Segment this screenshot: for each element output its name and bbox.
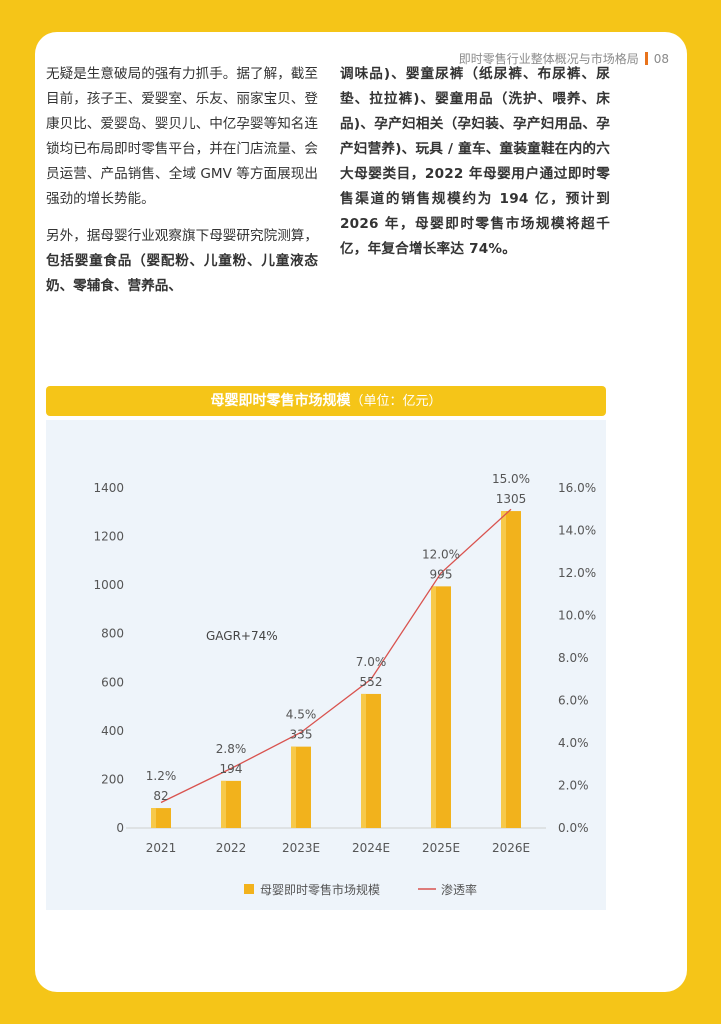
- bar-highlight: [431, 586, 436, 828]
- rate-value-label: 1.2%: [146, 769, 177, 783]
- legend-bar-swatch: [244, 884, 254, 894]
- rate-value-label: 15.0%: [492, 472, 530, 486]
- paragraph: 另外，据母婴行业观察旗下母婴研究院测算， 包括婴童食品（婴配粉、儿童粉、儿童液态奶…: [46, 224, 318, 299]
- chart-title-bar: 母婴即时零售市场规模（单位：亿元）: [46, 386, 606, 416]
- paragraph-part: 另外，据母婴行业观察旗下母婴研究院测算，: [46, 228, 318, 244]
- y-left-tick-label: 1000: [93, 578, 124, 592]
- text-column-left: 无疑是生意破局的强有力抓手。据了解，截至目前，孩子王、爱婴室、乐友、丽家宝贝、登…: [46, 62, 318, 311]
- rate-value-label: 4.5%: [286, 708, 317, 722]
- chart-panel: 0 200 400 600 800 1000 1200 1400 0.0% 2.0% 4.0% 6.0…: [46, 420, 606, 933]
- bar-highlight: [291, 746, 296, 828]
- bar-highlight: [361, 693, 366, 828]
- y-right-tick-label: 8.0%: [558, 651, 589, 665]
- y-right-tick-label: 12.0%: [558, 566, 596, 580]
- x-tick-label: 2024E: [352, 841, 390, 855]
- paragraph: 调味品)、婴童尿裤（纸尿裤、布尿裤、尿垫、拉拉裤)、婴童用品（洗护、喂养、床品)…: [340, 66, 610, 257]
- y-left-tick-label: 1400: [93, 481, 124, 495]
- bar-value-label: 82: [153, 789, 168, 803]
- bar-value-label: 995: [430, 567, 453, 581]
- y-right-tick-label: 14.0%: [558, 524, 596, 538]
- y-left-tick-label: 800: [101, 627, 124, 641]
- penetration-rate-line: [160, 508, 512, 804]
- bar-highlight: [221, 780, 226, 828]
- bar-value-label: 194: [220, 762, 243, 776]
- x-tick-label: 2023E: [282, 841, 320, 855]
- y-right-tick-label: 0.0%: [558, 821, 589, 835]
- y-left-tick-label: 1200: [93, 530, 124, 544]
- legend-bar-label: 母婴即时零售市场规模: [260, 882, 380, 897]
- gagr-annotation: GAGR+74%: [206, 629, 278, 643]
- header-divider: [644, 52, 648, 65]
- page-header: 即时零售行业整体概况与市场格局 08: [459, 50, 669, 67]
- text-column-right: 调味品)、婴童尿裤（纸尿裤、布尿裤、尿垫、拉拉裤)、婴童用品（洗护、喂养、床品)…: [340, 62, 610, 274]
- y-right-tick-label: 10.0%: [558, 609, 596, 623]
- page-number: 08: [653, 51, 669, 66]
- bar-value-label: 335: [290, 728, 313, 742]
- x-tick-label: 2025E: [422, 841, 460, 855]
- chart-title: 母婴即时零售市场规模: [210, 393, 351, 409]
- rate-value-label: 2.8%: [216, 742, 247, 756]
- y-left-tick-label: 400: [101, 724, 124, 738]
- x-tick-label: 2021: [146, 841, 177, 855]
- y-right-tick-label: 6.0%: [558, 694, 589, 708]
- y-right-tick-label: 2.0%: [558, 779, 589, 793]
- x-tick-label: 2022: [216, 841, 247, 855]
- paragraph: 无疑是生意破局的强有力抓手。据了解，截至目前，孩子王、爱婴室、乐友、丽家宝贝、登…: [46, 66, 318, 207]
- chart-unit: （单位：亿元）: [350, 394, 442, 409]
- rate-value-label: 12.0%: [422, 547, 460, 561]
- bar-value-label: 552: [360, 675, 383, 689]
- header-title: 即时零售行业整体概况与市场格局: [458, 52, 639, 66]
- bar-highlight: [151, 808, 156, 828]
- chart: 0 200 400 600 800 1000 1200 1400 0.0% 2.0% 4.0% 6.0…: [93, 472, 596, 933]
- legend-line-label: 渗透率: [441, 882, 477, 897]
- bar-value-label: 1305: [496, 492, 527, 506]
- y-left-tick-label: 0: [116, 821, 124, 835]
- y-left-tick-label: 200: [101, 772, 124, 786]
- rate-value-label: 7.0%: [356, 655, 387, 669]
- y-right-tick-label: 16.0%: [558, 481, 596, 495]
- bar-highlight: [501, 511, 506, 828]
- paragraph-bold: 包括婴童食品（婴配粉、儿童粉、儿童液态奶、零辅食、营养品、: [46, 253, 318, 294]
- y-left-tick-label: 600: [101, 675, 124, 689]
- x-tick-label: 2026E: [492, 841, 530, 855]
- y-right-tick-label: 4.0%: [558, 736, 589, 750]
